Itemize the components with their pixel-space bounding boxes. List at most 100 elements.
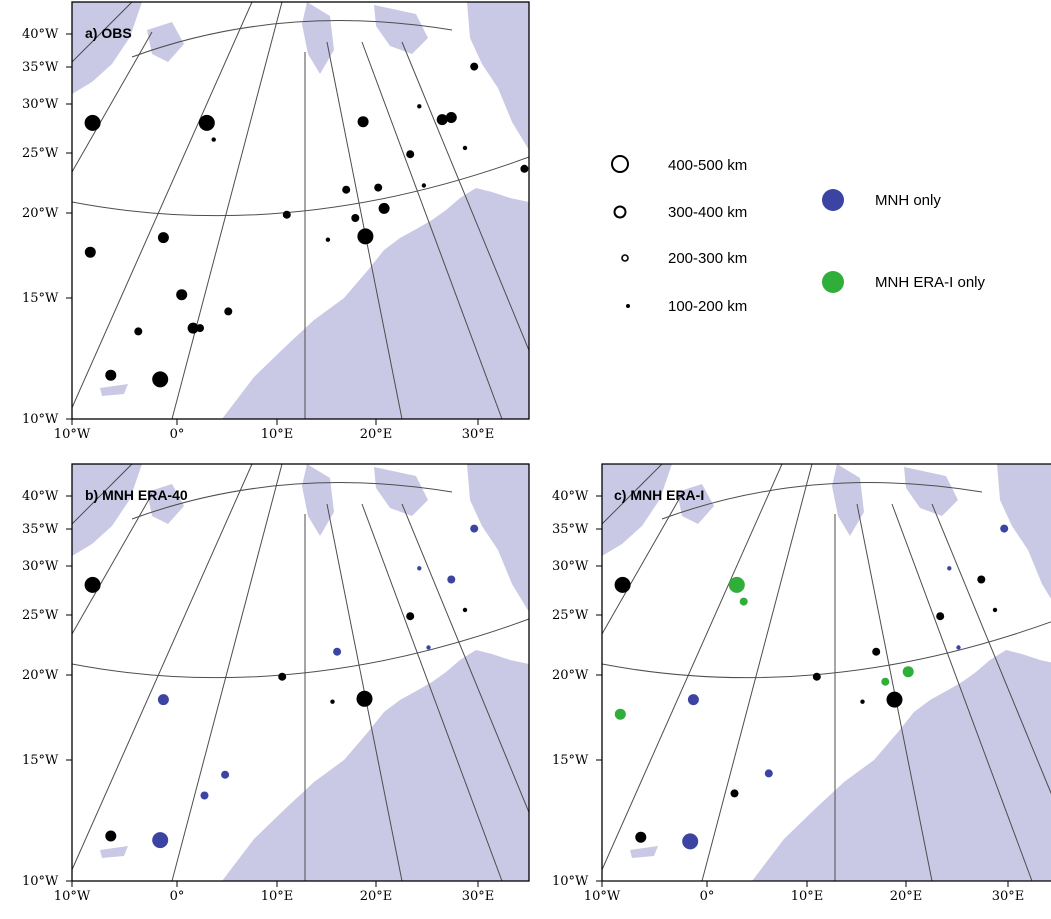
cyclone-marker <box>105 369 117 381</box>
cyclone-marker <box>176 289 188 301</box>
cyclone-marker <box>614 708 626 720</box>
cyclone-marker <box>152 832 169 849</box>
cyclone-marker <box>406 612 415 621</box>
cyclone-marker <box>881 677 890 686</box>
x-tick-label: 30°E <box>462 427 495 442</box>
y-tick-label: 25°W <box>552 608 589 623</box>
cyclone-marker <box>357 116 369 128</box>
cyclone-marker <box>417 104 422 109</box>
x-tick-label: 10°E <box>791 889 824 904</box>
cyclone-marker <box>221 770 230 779</box>
y-tick-label: 40°W <box>552 489 589 504</box>
cyclone-marker <box>447 575 456 584</box>
x-tick-label: 30°E <box>992 889 1025 904</box>
cyclone-marker <box>351 214 360 222</box>
cyclone-marker <box>157 694 169 706</box>
cyclone-marker <box>406 150 415 159</box>
cyclone-marker <box>886 691 903 708</box>
x-tick-label: 0° <box>170 427 185 442</box>
cyclone-marker <box>462 607 468 613</box>
legend-size-label: 100-200 km <box>668 298 747 315</box>
cyclone-marker <box>378 202 390 214</box>
cyclone-marker <box>84 576 101 593</box>
panel-c: c) MNH ERA-I 40°W 35°W 30°W 25°W 20°W 15… <box>552 463 1051 904</box>
panel-b-y-axis: 40°W 35°W 30°W 25°W 20°W 15°W 10°W <box>22 489 72 889</box>
panel-a-frame <box>71 1 530 420</box>
legend-size-label: 200-300 km <box>668 250 747 267</box>
cyclone-marker <box>278 672 287 681</box>
cyclone-marker <box>1000 524 1009 533</box>
cyclone-marker <box>342 185 351 194</box>
cyclone-marker <box>764 769 773 778</box>
cyclone-marker <box>374 183 383 192</box>
cyclone-marker <box>902 666 914 678</box>
x-tick-label: 10°E <box>261 889 294 904</box>
legend-size-marker <box>613 205 627 219</box>
y-tick-label: 35°W <box>22 522 59 537</box>
cyclone-marker <box>134 327 143 336</box>
x-tick-label: 0° <box>700 889 715 904</box>
legend-size-marker <box>611 155 629 173</box>
x-tick-label: 20°E <box>360 889 393 904</box>
y-tick-label: 40°W <box>22 27 59 42</box>
cyclone-marker <box>200 791 209 800</box>
y-tick-label: 20°W <box>22 206 59 221</box>
x-tick-label: 30°E <box>462 889 495 904</box>
cyclone-marker <box>470 62 479 71</box>
cyclone-marker <box>325 237 331 242</box>
panel-c-land <box>602 464 1051 881</box>
legend-mnh-only-marker <box>822 189 844 211</box>
cyclone-marker <box>730 789 739 798</box>
x-tick-label: 10°E <box>261 427 294 442</box>
cyclone-marker <box>520 164 529 173</box>
panel-a-title: a) OBS <box>85 25 132 41</box>
cyclone-marker <box>462 145 468 151</box>
y-tick-label: 25°W <box>22 608 59 623</box>
panel-a-land <box>72 2 529 419</box>
cyclone-marker <box>211 137 216 142</box>
panel-c-y-axis: 40°W 35°W 30°W 25°W 20°W 15°W 10°W <box>552 489 602 889</box>
cyclone-marker <box>445 112 457 123</box>
y-tick-label: 15°W <box>22 291 59 306</box>
panel-b-land <box>72 464 529 881</box>
panel-c-frame <box>601 463 1051 882</box>
cyclone-marker <box>812 672 821 681</box>
y-tick-label: 15°W <box>552 753 589 768</box>
panel-a-y-axis: 40°W 35°W 30°W 25°W 20°W 15°W 10°W <box>22 27 72 427</box>
cyclone-marker <box>860 699 865 704</box>
y-tick-label: 25°W <box>22 146 59 161</box>
y-tick-label: 30°W <box>22 97 59 112</box>
y-tick-label: 35°W <box>22 60 59 75</box>
x-tick-label: 10°W <box>54 427 91 442</box>
panel-b-title: b) MNH ERA-40 <box>85 487 188 503</box>
cyclone-marker <box>105 830 117 842</box>
legend-mnh-erai-only-label: MNH ERA-I only <box>875 274 986 291</box>
y-tick-label: 35°W <box>552 522 589 537</box>
y-tick-label: 20°W <box>22 668 59 683</box>
legend-mnh-only-label: MNH only <box>875 192 941 209</box>
legend-size-label: 400-500 km <box>668 157 747 174</box>
cyclone-marker <box>356 690 373 707</box>
cyclone-marker <box>224 307 233 316</box>
legend-size-label: 300-400 km <box>668 204 747 221</box>
panel-c-title: c) MNH ERA-I <box>614 487 704 503</box>
legend: 400-500 km 300-400 km 200-300 km 100-200… <box>611 155 986 315</box>
cyclone-marker <box>956 645 961 650</box>
y-tick-label: 40°W <box>22 489 59 504</box>
cyclone-marker <box>157 232 169 244</box>
cyclone-marker <box>417 566 422 571</box>
legend-size-marker <box>621 254 629 262</box>
cyclone-marker <box>728 576 745 593</box>
cyclone-marker <box>977 575 986 584</box>
panel-c-x-axis: 10°W 0° 10°E 20°E 30°E <box>584 881 1024 904</box>
cyclone-marker <box>947 566 952 571</box>
cyclone-marker <box>436 114 448 126</box>
cyclone-marker <box>682 833 699 850</box>
x-tick-label: 10°W <box>54 889 91 904</box>
cyclone-marker <box>872 647 881 656</box>
y-tick-label: 10°W <box>552 874 589 889</box>
legend-size-marker <box>626 304 630 308</box>
y-tick-label: 10°W <box>22 412 59 427</box>
y-tick-label: 30°W <box>22 559 59 574</box>
cyclone-marker <box>687 694 699 706</box>
